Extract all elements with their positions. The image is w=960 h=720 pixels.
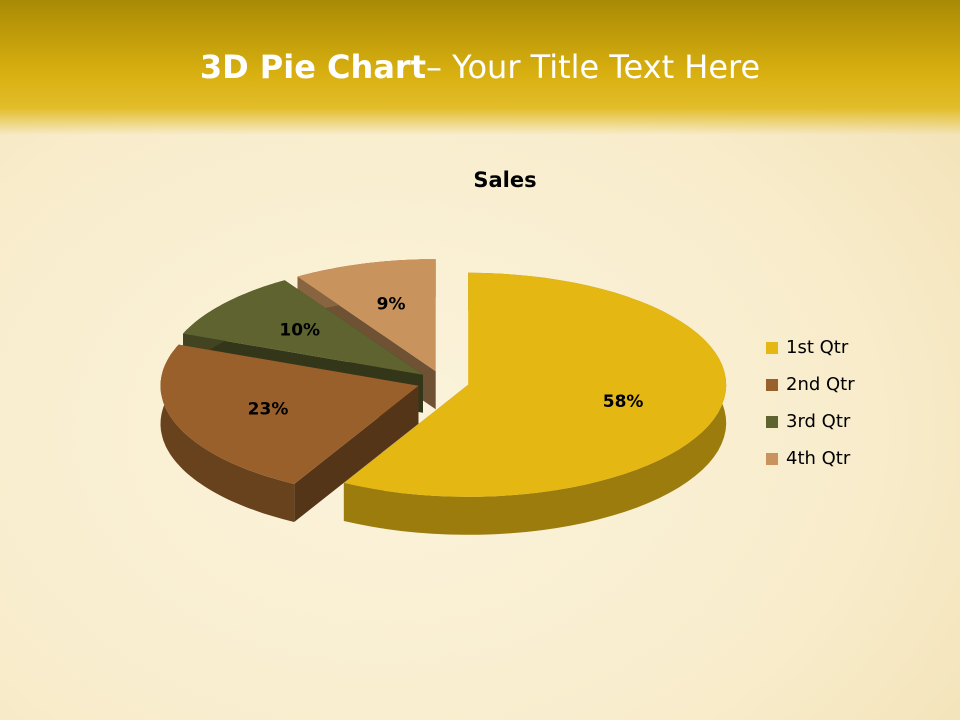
slice-outer-wall [160,344,295,522]
data-label: 9% [377,294,406,314]
chart-title: Sales [473,168,536,192]
title-bold: 3D Pie Chart [199,48,426,86]
legend-swatch [766,342,778,354]
slice-top [297,259,436,372]
slice-top [343,272,727,497]
header-band [0,0,960,135]
slide-title: 3D Pie Chart– Your Title Text Here [0,48,960,86]
pie-slice [160,344,419,522]
legend-label: 4th Qtr [786,448,851,469]
data-label: 58% [603,392,644,412]
pie-slice [343,272,727,535]
legend-swatch [766,416,778,428]
slice-top [160,344,419,484]
legend-label: 1st Qtr [786,337,849,358]
data-label: 23% [248,399,289,419]
legend-label: 2nd Qtr [786,374,855,395]
data-label: 10% [279,321,320,341]
slice-radial-wall [294,385,419,522]
slice-top [183,280,423,375]
legend-swatch [766,379,778,391]
legend-swatch [766,453,778,465]
legend-label: 3rd Qtr [786,411,851,432]
title-rest: – Your Title Text Here [425,48,761,86]
slice-outer-wall [343,272,727,535]
